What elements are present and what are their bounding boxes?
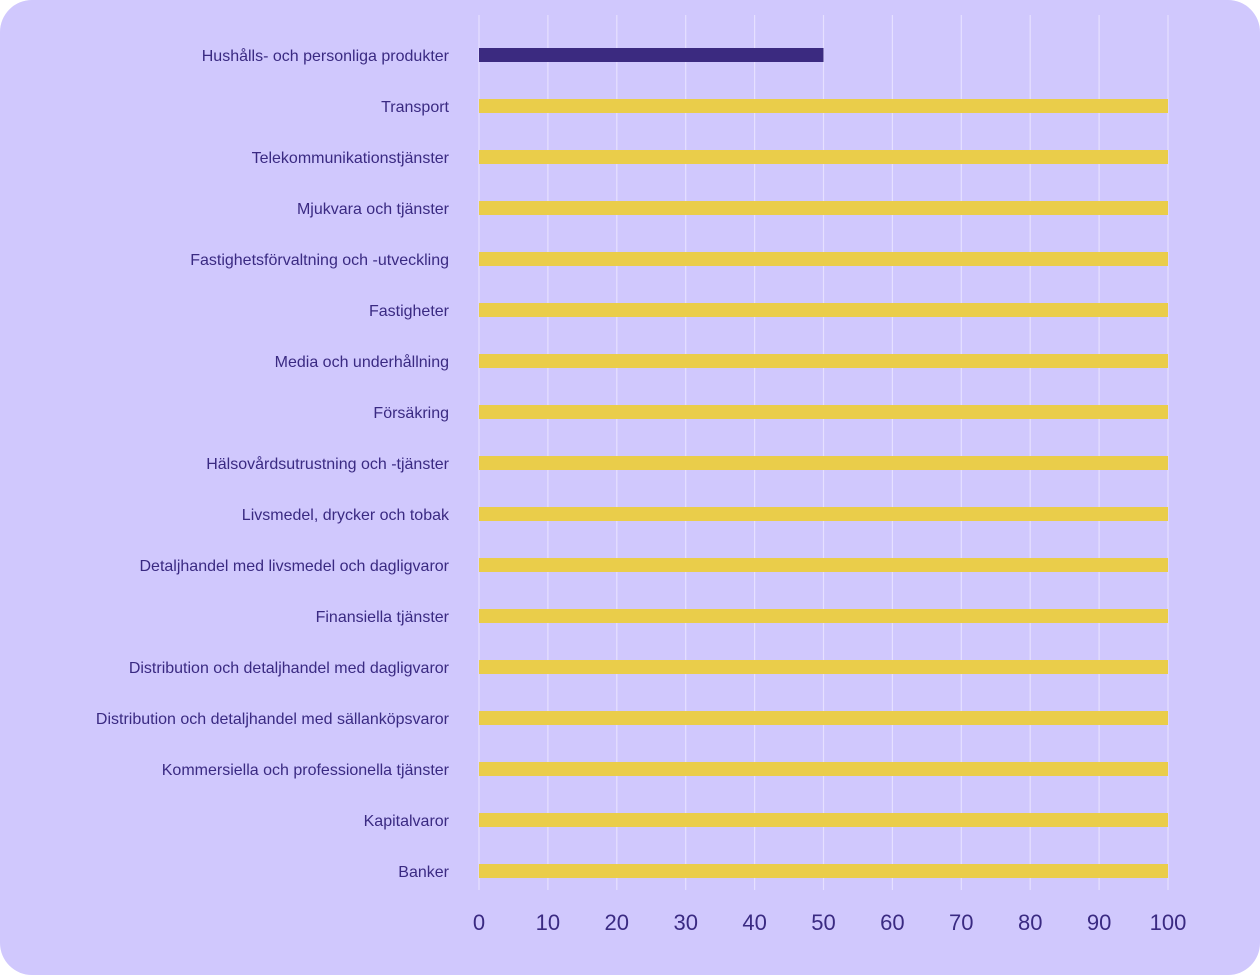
x-tick-label: 40 — [742, 910, 766, 935]
bar — [479, 660, 1168, 674]
bar — [479, 507, 1168, 521]
x-tick-label: 100 — [1150, 910, 1187, 935]
x-tick-label: 50 — [811, 910, 835, 935]
x-tick-label: 30 — [673, 910, 697, 935]
x-tick-label: 10 — [536, 910, 560, 935]
category-label: Distribution och detaljhandel med daglig… — [129, 660, 450, 677]
x-tick-label: 80 — [1018, 910, 1042, 935]
bar — [479, 303, 1168, 317]
category-label: Hälsovårdsutrustning och -tjänster — [206, 455, 449, 473]
x-tick-label: 20 — [605, 910, 629, 935]
bar — [479, 813, 1168, 827]
bar — [479, 354, 1168, 368]
category-label: Telekommunikationstjänster — [252, 150, 450, 167]
category-label: Hushålls- och personliga produkter — [202, 47, 450, 65]
bar — [479, 864, 1168, 878]
x-tick-label: 0 — [473, 910, 485, 935]
category-label: Fastighetsförvaltning och -utveckling — [190, 252, 449, 269]
x-tick-label: 70 — [949, 910, 973, 935]
category-label: Mjukvara och tjänster — [297, 201, 450, 218]
bar — [479, 456, 1168, 470]
category-label: Försäkring — [373, 405, 449, 422]
category-label: Transport — [381, 99, 449, 116]
category-label: Livsmedel, drycker och tobak — [242, 507, 450, 524]
bar — [479, 99, 1168, 113]
category-label: Kapitalvaror — [364, 813, 450, 830]
category-label: Media och underhållning — [275, 353, 449, 371]
bar — [479, 48, 824, 62]
category-label: Kommersiella och professionella tjänster — [162, 762, 450, 779]
category-label: Finansiella tjänster — [316, 609, 450, 626]
bar — [479, 711, 1168, 725]
bar — [479, 558, 1168, 572]
bar — [479, 609, 1168, 623]
bar — [479, 201, 1168, 215]
category-label: Banker — [398, 864, 449, 881]
bar — [479, 252, 1168, 266]
category-label: Fastigheter — [369, 303, 450, 320]
bar — [479, 405, 1168, 419]
bar — [479, 762, 1168, 776]
category-label: Distribution och detaljhandel med sällan… — [96, 711, 450, 728]
x-tick-label: 90 — [1087, 910, 1111, 935]
bar — [479, 150, 1168, 164]
category-label: Detaljhandel med livsmedel och dagligvar… — [140, 558, 450, 575]
x-tick-label: 60 — [880, 910, 904, 935]
